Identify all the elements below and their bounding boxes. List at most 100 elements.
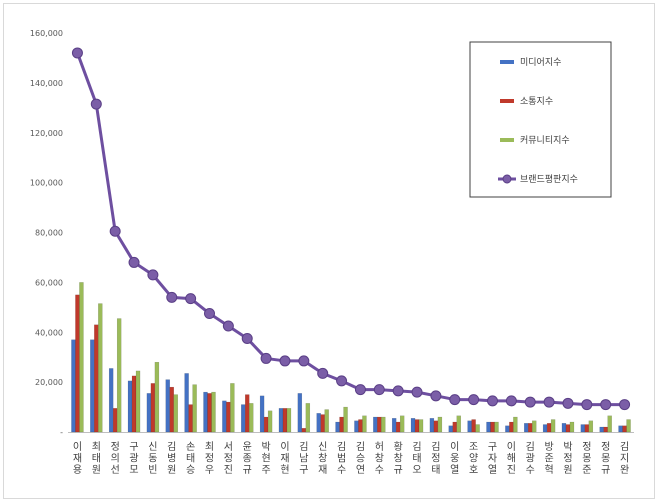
bar-소통지수-이웅열	[452, 421, 457, 433]
bar-미디어지수-신동빈	[146, 393, 152, 433]
bar-소통지수-김태오	[414, 419, 420, 433]
bar-커뮤니티지수-최태원	[98, 303, 103, 433]
bar-커뮤니티지수-김지완	[626, 419, 631, 433]
bar-커뮤니티지수-정의선	[116, 318, 122, 433]
bar-커뮤니티지수-이재용	[79, 282, 84, 433]
bar-커뮤니티지수-최정우	[211, 391, 216, 433]
bar-소통지수-구광모	[131, 375, 137, 433]
bar-미디어지수-김정태	[429, 418, 435, 433]
bar-소통지수-허창수	[377, 416, 382, 433]
bar-미디어지수-이재용	[71, 339, 76, 433]
bar-커뮤니티지수-허창수	[381, 416, 386, 433]
point-브랜드평판지수-이재용	[71, 47, 83, 59]
bar-커뮤니티지수-김남구	[305, 403, 311, 433]
bar-커뮤니티지수-이재현	[286, 408, 292, 433]
point-브랜드평판지수-김태오	[411, 386, 423, 398]
bar-미디어지수-박현주	[259, 395, 265, 433]
bar-커뮤니티지수-정몽준	[588, 420, 594, 433]
bar-커뮤니티지수-김정태	[437, 416, 443, 433]
point-브랜드평판지수-최태원	[90, 98, 102, 110]
bar-소통지수-김광수	[528, 423, 533, 433]
point-브랜드평판지수-이재현	[279, 355, 291, 367]
bar-미디어지수-황창규	[391, 418, 397, 433]
legend-label: 브랜드평판지수	[520, 174, 578, 185]
point-브랜드평판지수-정몽규	[600, 399, 612, 411]
bar-소통지수-이재용	[75, 294, 80, 433]
bar-소통지수-김병원	[169, 386, 174, 433]
bar-커뮤니티지수-박정원	[569, 421, 575, 433]
bar-커뮤니티지수-방준혁	[550, 419, 556, 433]
legend-label: 미디어지수	[520, 57, 561, 68]
axes: - 20,000 40,000 60,000 80,000 100,000 120,000 1…	[30, 29, 634, 437]
legend-swatch-marker	[502, 174, 512, 184]
y-tick-label: 40,000	[35, 328, 63, 337]
point-브랜드평판지수-정의선	[109, 225, 121, 237]
bar-소통지수-윤종규	[245, 394, 250, 433]
bar-소통지수-손태승	[188, 404, 193, 433]
bar-미디어지수-김광수	[524, 423, 529, 433]
point-브랜드평판지수-손태승	[185, 293, 197, 305]
y-tick-label: 60,000	[35, 278, 63, 287]
legend-box	[469, 41, 612, 198]
bar-미디어지수-이재현	[278, 408, 284, 433]
bar-커뮤니티지수-조양호	[475, 424, 480, 433]
y-tick-label: 100,000	[30, 179, 63, 188]
point-브랜드평판지수-정몽준	[581, 399, 593, 411]
labels-layer: 이 재 용 최 태 원 정 의 선 구 광 모 신 동 빈 김 병 원 손 태 승 최 정 우 서 정 진 윤 종 규 박 현 주 이 재 현 김 남 구 신…	[73, 441, 629, 476]
bar-소통지수-신동빈	[150, 383, 156, 433]
bar-소통지수-최태원	[94, 324, 99, 433]
point-브랜드평판지수-신동빈	[147, 269, 159, 281]
bar-미디어지수-김병원	[165, 379, 170, 433]
bar-소통지수-김승연	[358, 419, 363, 433]
bar-소통지수-박현주	[263, 416, 269, 433]
bar-미디어지수-구광모	[127, 380, 133, 433]
bar-커뮤니티지수-이해진	[513, 416, 518, 433]
bar-미디어지수-박정원	[561, 423, 567, 433]
bar-소통지수-김범수	[339, 416, 344, 433]
point-브랜드평판지수-박현주	[260, 352, 272, 364]
bar-커뮤니티지수-서정진	[230, 383, 235, 433]
bar-소통지수-이재현	[282, 408, 288, 433]
point-브랜드평판지수-서정진	[222, 320, 234, 332]
point-브랜드평판지수-김범수	[336, 375, 348, 387]
legend-label: 커뮤니티지수	[520, 135, 570, 146]
bar-커뮤니티지수-윤종규	[249, 403, 254, 433]
bar-미디어지수-조양호	[467, 420, 472, 433]
y-tick-label: -	[60, 428, 63, 437]
bar-소통지수-이해진	[509, 421, 514, 433]
bar-미디어지수-김태오	[410, 418, 416, 433]
bar-커뮤니티지수-이웅열	[456, 415, 461, 433]
bar-소통지수-황창규	[395, 421, 401, 433]
point-브랜드평판지수-김광수	[524, 396, 536, 408]
point-브랜드평판지수-김정태	[430, 390, 442, 402]
bar-커뮤니티지수-김병원	[173, 394, 178, 433]
point-브랜드평판지수-신창재	[317, 367, 329, 379]
bar-커뮤니티지수-정몽규	[607, 415, 612, 433]
y-tick-label: 140,000	[30, 79, 63, 88]
bar-커뮤니티지수-구광모	[135, 370, 141, 433]
bar-소통지수-김정태	[433, 420, 439, 433]
y-tick-label: 20,000	[35, 378, 63, 387]
bar-소통지수-정의선	[112, 408, 118, 433]
point-브랜드평판지수-김지완	[619, 399, 631, 411]
bar-소통지수-박정원	[565, 424, 571, 433]
bar-미디어지수-손태승	[184, 373, 189, 433]
point-브랜드평판지수-허창수	[373, 384, 385, 396]
